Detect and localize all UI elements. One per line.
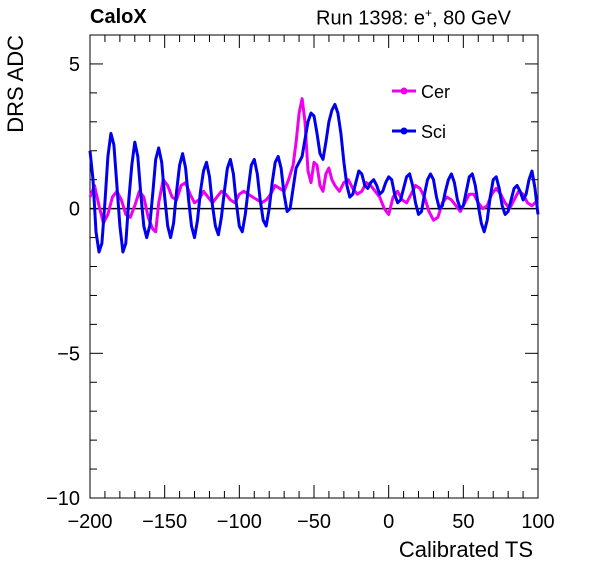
x-tick-label: −200 (67, 511, 112, 533)
x-tick-label: −150 (142, 511, 187, 533)
series-line-cer (88, 97, 540, 234)
series-group (88, 97, 540, 254)
experiment-label: CaloX (90, 6, 147, 28)
y-tick-label: 5 (69, 54, 80, 76)
run-info-prefix: Run 1398: e (316, 7, 425, 30)
legend-label-cer: Cer (421, 82, 450, 102)
plot-frame (89, 34, 539, 499)
run-info-label: Run 1398: e+, 80 GeV (316, 6, 511, 31)
plot-frame-group (89, 34, 539, 499)
series-line-sci (88, 102, 540, 254)
legend-group: Cer Sci (392, 82, 450, 142)
x-tick-label: 50 (452, 511, 474, 533)
x-axis-title: Calibrated TS (399, 537, 533, 562)
y-axis-title: DRS ADC (3, 35, 28, 133)
y-tick-label: −10 (46, 488, 80, 510)
y-tick-label: 0 (69, 199, 80, 221)
axis-ticks-group: −200 −150 −100 −50 0 50 100−10−505 (46, 34, 555, 533)
run-info-suffix: , 80 GeV (432, 7, 511, 30)
run-info-charge: + (424, 6, 432, 20)
legend-marker-cer (400, 87, 408, 95)
x-tick-label: −100 (217, 511, 262, 533)
x-tick-label: −50 (297, 511, 331, 533)
y-tick-label: −5 (57, 343, 80, 365)
legend-marker-sci (400, 127, 408, 135)
x-tick-label: 0 (383, 511, 394, 533)
x-tick-label: 100 (521, 511, 554, 533)
legend-label-sci: Sci (421, 122, 446, 142)
